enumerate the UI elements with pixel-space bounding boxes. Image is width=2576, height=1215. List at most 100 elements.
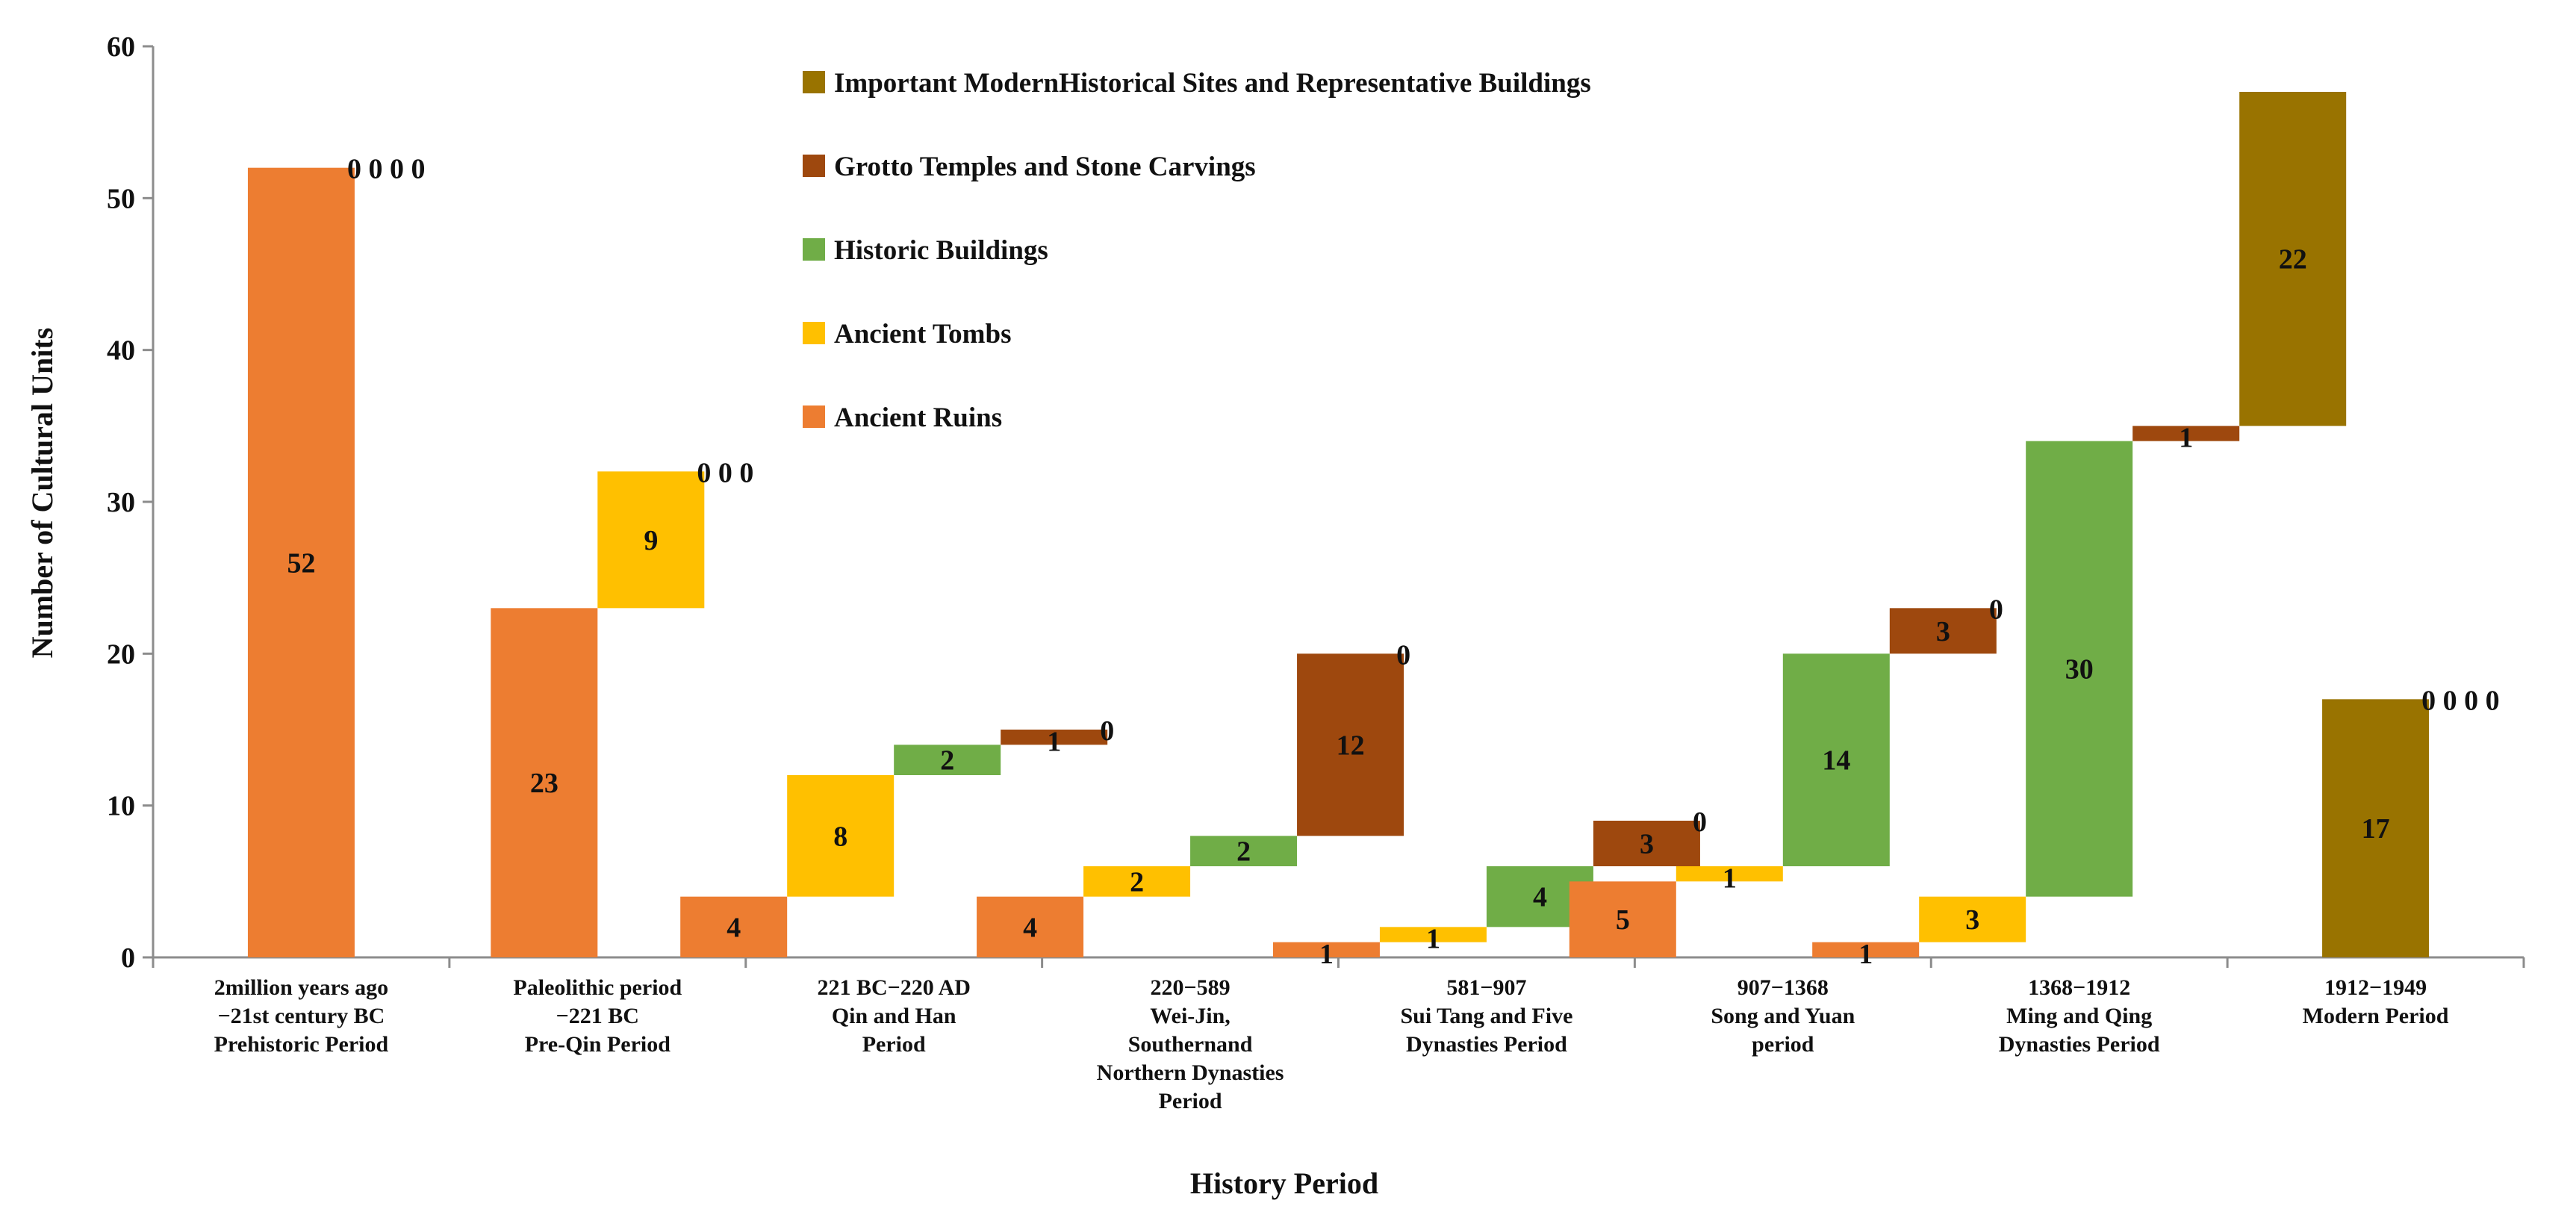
bar-grotto-temples-and-stone-carvings bbox=[1593, 821, 1700, 866]
x-category-label-line: Wei-Jin, bbox=[1150, 1004, 1231, 1028]
x-category-label: Paleolithic period −221 BC Pre-Qin Period bbox=[513, 975, 682, 1057]
y-tick-label: 30 bbox=[107, 487, 135, 518]
bar-ancient-ruins bbox=[247, 167, 355, 958]
bar-value-label: 23 bbox=[530, 768, 559, 799]
bar-value-label: 3 bbox=[1936, 616, 1950, 647]
bars-layer bbox=[247, 92, 2430, 958]
legend: Important ModernHistorical Sites and Rep… bbox=[803, 68, 1591, 433]
y-tick-label: 60 bbox=[107, 31, 135, 63]
y-tick-label: 20 bbox=[107, 638, 135, 670]
legend-swatch bbox=[803, 155, 825, 177]
x-category-label-line: 581−907 bbox=[1446, 975, 1526, 1000]
zero-value-labels: 0 bbox=[1989, 594, 2003, 625]
x-category-label-line: Modern Period bbox=[2303, 1004, 2449, 1028]
zero-value-labels: 0 bbox=[1693, 807, 1707, 838]
x-category-label: 907−1368 Song and Yuan period bbox=[1711, 975, 1855, 1057]
x-category-label-line: Prehistoric Period bbox=[214, 1032, 389, 1057]
bar-value-label: 4 bbox=[1533, 882, 1547, 913]
x-category-label: 221 BC−220 AD Qin and Han Period bbox=[817, 975, 970, 1057]
y-tick-label: 50 bbox=[107, 183, 135, 214]
zero-value-labels: 0 bbox=[1100, 715, 1114, 747]
zero-value-labels: 0 0 0 0 bbox=[347, 154, 426, 185]
x-category-label-line: −221 BC bbox=[556, 1004, 639, 1028]
x-category-label-line: 2million years ago bbox=[214, 975, 388, 1000]
x-category-label: 220−589 Wei-Jin, Southernand Northern Dynas… bbox=[1097, 975, 1284, 1113]
zero-value-labels: 0 bbox=[1396, 639, 1410, 671]
bar-ancient-ruins bbox=[1272, 942, 1380, 957]
x-category-label: 1912−1949 Modern Period bbox=[2303, 975, 2449, 1028]
legend-swatch bbox=[803, 238, 825, 261]
x-category-label-line: 1912−1949 bbox=[2324, 975, 2427, 1000]
bar-value-label: 2 bbox=[940, 745, 954, 777]
x-category-label: 581−907 Sui Tang and Five Dynasties Period bbox=[1400, 975, 1572, 1057]
bar-value-label: 22 bbox=[2279, 244, 2307, 276]
bar-value-label: 3 bbox=[1640, 829, 1654, 860]
bar-ancient-ruins bbox=[1812, 942, 1920, 957]
legend-label: Historic Buildings bbox=[834, 235, 1048, 266]
x-category-label-line: 1368−1912 bbox=[2028, 975, 2130, 1000]
x-category-label-line: 907−1368 bbox=[1737, 975, 1829, 1000]
legend-swatch bbox=[803, 322, 825, 344]
bar-ancient-tombs bbox=[1919, 896, 2026, 942]
y-tick-label: 0 bbox=[121, 942, 135, 974]
bar-value-label: 3 bbox=[1965, 904, 1979, 936]
legend-label: Grotto Temples and Stone Carvings bbox=[834, 152, 1256, 182]
bar-ancient-ruins bbox=[680, 896, 788, 957]
bar-value-label: 1 bbox=[1426, 924, 1440, 955]
x-axis-title: History Period bbox=[1190, 1166, 1378, 1200]
y-axis-title: Number of Cultural Units bbox=[25, 328, 59, 659]
x-category-label-line: Southernand bbox=[1128, 1032, 1253, 1057]
x-category-label-line: −21st century BC bbox=[218, 1004, 385, 1028]
x-category-label-line: Dynasties Period bbox=[1406, 1032, 1567, 1057]
x-category-label: 1368−1912 Ming and Qing Dynasties Period bbox=[1999, 975, 2160, 1057]
bar-important-modernhistorical-sites-and-representative-buildings bbox=[2239, 92, 2347, 426]
bar-grotto-temples-and-stone-carvings bbox=[1889, 608, 1997, 654]
bar-historic-buildings bbox=[2026, 441, 2133, 897]
x-category-label-line: 220−589 bbox=[1151, 975, 1231, 1000]
bar-ancient-tombs bbox=[1083, 866, 1191, 897]
bar-value-label: 30 bbox=[2065, 654, 2094, 686]
bar-value-label: 2 bbox=[1130, 866, 1144, 898]
bar-grotto-temples-and-stone-carvings bbox=[2132, 426, 2240, 441]
bar-ancient-ruins bbox=[491, 608, 598, 957]
bar-value-label: 52 bbox=[287, 547, 315, 579]
bar-value-label: 1 bbox=[1858, 939, 1873, 970]
bar-value-label: 9 bbox=[644, 525, 658, 556]
bar-value-label: 12 bbox=[1337, 730, 1365, 761]
x-category-label-line: Period bbox=[1159, 1089, 1222, 1113]
zero-value-labels: 0 0 0 0 bbox=[2421, 685, 2500, 716]
legend-swatch bbox=[803, 71, 825, 93]
bar-value-label: 17 bbox=[2362, 813, 2390, 845]
bar-grotto-temples-and-stone-carvings bbox=[1001, 730, 1108, 745]
legend-label: Important ModernHistorical Sites and Rep… bbox=[834, 68, 1591, 99]
bar-ancient-tombs bbox=[1676, 866, 1783, 882]
bar-important-modernhistorical-sites-and-representative-buildings bbox=[2322, 699, 2430, 957]
bar-value-label: 14 bbox=[1822, 745, 1850, 777]
bar-ancient-tombs bbox=[597, 471, 705, 609]
bar-value-label: 4 bbox=[1023, 912, 1037, 943]
bar-value-label: 1 bbox=[1047, 726, 1061, 757]
bar-value-label: 2 bbox=[1236, 836, 1251, 868]
bar-value-label: 4 bbox=[727, 912, 741, 943]
x-category-label-line: Ming and Qing bbox=[2006, 1004, 2152, 1028]
bar-historic-buildings bbox=[1190, 836, 1298, 866]
x-category-label-line: 221 BC−220 AD bbox=[817, 975, 970, 1000]
bar-value-label: 8 bbox=[833, 821, 847, 852]
x-category-label: 2million years ago −21st century BC Prehis… bbox=[214, 975, 389, 1057]
legend-label: Ancient Tombs bbox=[834, 319, 1011, 349]
y-tick-label: 10 bbox=[107, 791, 135, 822]
x-category-label-line: Period bbox=[862, 1032, 926, 1057]
bar-grotto-temples-and-stone-carvings bbox=[1297, 653, 1404, 836]
x-category-label-line: Pre-Qin Period bbox=[525, 1032, 671, 1057]
bar-value-label: 1 bbox=[1723, 863, 1737, 894]
bar-ancient-tombs bbox=[787, 775, 895, 897]
x-category-label-line: Qin and Han bbox=[832, 1004, 956, 1028]
bar-ancient-ruins bbox=[977, 896, 1084, 957]
bar-ancient-tombs bbox=[1379, 927, 1487, 942]
x-category-label-line: Dynasties Period bbox=[1999, 1032, 2160, 1057]
bar-historic-buildings bbox=[1782, 653, 1890, 866]
legend-swatch bbox=[803, 405, 825, 428]
